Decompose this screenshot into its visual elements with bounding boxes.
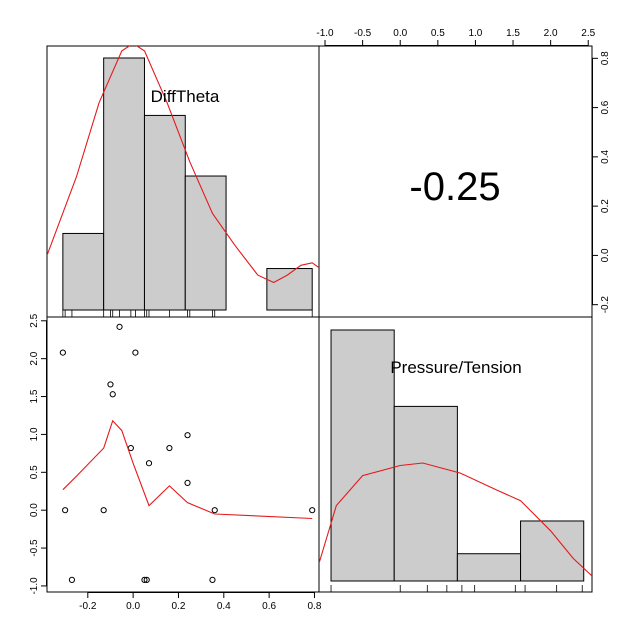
scatter-point bbox=[209, 576, 216, 583]
panel-bottom-right-frame bbox=[318, 316, 593, 593]
y-tick-label-right: 0.0 bbox=[600, 248, 611, 262]
histogram-var1 bbox=[62, 57, 313, 311]
correlation-value: -0.25 bbox=[409, 165, 500, 209]
scatter-point bbox=[109, 391, 116, 398]
x-tick-label-bottom: 0.4 bbox=[217, 601, 231, 612]
hist2-bar bbox=[456, 553, 522, 582]
scatter-point bbox=[116, 323, 123, 330]
scatter-point bbox=[184, 432, 191, 439]
hist2-bar bbox=[393, 405, 458, 582]
y-tick-label-left: -1.0 bbox=[29, 577, 40, 595]
y-tick-label-left: 1.0 bbox=[29, 427, 40, 441]
x-tick-label-top: -0.5 bbox=[354, 28, 372, 39]
scatter-point bbox=[211, 507, 218, 514]
axes: -0.2 0.0 0.2 0.4 0.6 0.8 -1.0 -0.5 0.0 0.5 1.0 1.5 2… bbox=[29, 28, 611, 612]
y-tick-label-left: 2.5 bbox=[29, 313, 40, 327]
hist1-bar bbox=[266, 268, 313, 311]
scatter-points bbox=[59, 323, 316, 583]
y-tick-label-right: 0.6 bbox=[600, 100, 611, 114]
hist1-bar bbox=[184, 175, 227, 311]
density-curve-var2 bbox=[319, 462, 592, 577]
x-tick-label-bottom: 0.0 bbox=[126, 601, 140, 612]
rug-var1 bbox=[62, 310, 313, 317]
x-tick-label-bottom: -0.2 bbox=[79, 601, 97, 612]
scatter-point bbox=[62, 507, 69, 514]
x-tick-label-top: 2.5 bbox=[581, 28, 595, 39]
x-tick-label-top: -1.0 bbox=[316, 28, 334, 39]
y-tick-label-right: 0.4 bbox=[600, 149, 611, 163]
scatter-point bbox=[107, 381, 114, 388]
hist1-bar bbox=[103, 57, 145, 311]
y-tick-label-right: 0.8 bbox=[600, 51, 611, 65]
scatter-point bbox=[59, 349, 66, 356]
y-tick-label-right: 0.2 bbox=[600, 199, 611, 213]
y-tick-label-left: 0.0 bbox=[29, 503, 40, 517]
variable-label-2: Pressure/Tension bbox=[390, 358, 521, 377]
scatter-point bbox=[143, 576, 150, 583]
panel-bottom-left-frame bbox=[46, 316, 320, 593]
rug-var2 bbox=[330, 585, 583, 592]
scatter-point bbox=[100, 507, 107, 514]
hist1-bar bbox=[62, 232, 105, 311]
scatter-point bbox=[184, 479, 191, 487]
hist2-bar bbox=[520, 520, 585, 582]
x-tick-label-top: 2.0 bbox=[544, 28, 558, 39]
red-curves bbox=[47, 46, 592, 577]
x-tick-label-top: 1.5 bbox=[506, 28, 520, 39]
density-curve-var1 bbox=[47, 46, 319, 284]
x-tick-label-top: 1.0 bbox=[468, 28, 482, 39]
x-tick-label-top: 0.5 bbox=[431, 28, 445, 39]
y-tick-label-left: -0.5 bbox=[29, 539, 40, 557]
y-tick-label-left: 1.5 bbox=[29, 389, 40, 403]
scatter-point bbox=[166, 444, 173, 452]
y-tick-label-left: 2.0 bbox=[29, 351, 40, 365]
scatter-point bbox=[309, 507, 316, 514]
smoother-line bbox=[62, 419, 313, 520]
y-tick-label-right: -0.2 bbox=[600, 296, 611, 314]
histogram-var2 bbox=[330, 329, 585, 582]
x-tick-label-bottom: 0.2 bbox=[172, 601, 186, 612]
hist2-bar bbox=[330, 329, 395, 582]
y-tick-label-left: 0.5 bbox=[29, 465, 40, 479]
x-tick-label-bottom: 0.6 bbox=[262, 601, 276, 612]
scatter-point bbox=[145, 460, 153, 467]
hist1-bar bbox=[143, 114, 186, 311]
x-tick-label-bottom: 0.8 bbox=[308, 601, 322, 612]
scatter-point bbox=[68, 576, 76, 583]
scatter-point bbox=[132, 349, 139, 356]
scatter-point bbox=[141, 576, 148, 583]
variable-label-1: DiffTheta bbox=[151, 87, 220, 106]
x-tick-label-top: 0.0 bbox=[393, 28, 407, 39]
